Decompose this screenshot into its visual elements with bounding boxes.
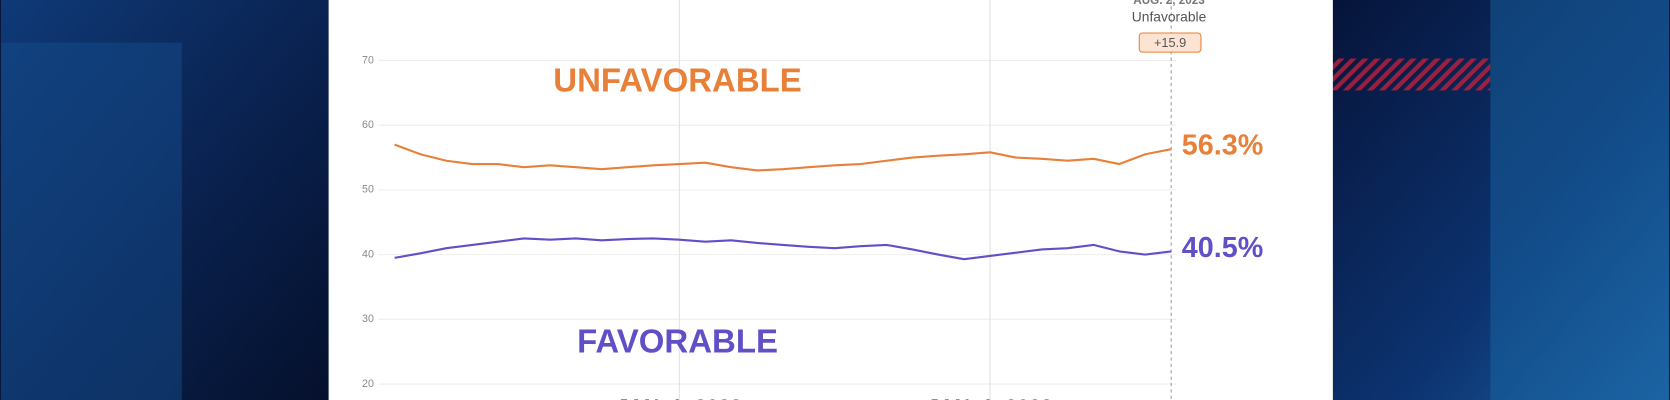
y-tick-label: 50 <box>362 184 374 196</box>
series-line <box>394 143 1172 172</box>
series-name: UNFAVORABLE <box>553 62 802 99</box>
x-tick-label: JAN. 1, 2022 <box>617 395 742 400</box>
series-name: FAVORABLE <box>577 322 778 359</box>
y-tick-label: 80% <box>357 0 379 2</box>
x-tick-label: JAN. 1, 2023 <box>927 395 1052 400</box>
y-tick-label: 40 <box>362 248 374 260</box>
end-value-label: 56.3% <box>1182 130 1263 162</box>
annotation-date: AUG. 2, 2023 <box>1133 0 1205 7</box>
y-tick-label: 60 <box>362 119 374 131</box>
background-panel <box>0 42 182 400</box>
y-tick-label: 30 <box>362 313 374 325</box>
background-screen <box>1490 0 1670 400</box>
end-value-label: 40.5% <box>1182 232 1263 264</box>
spread-label: +15.9 <box>1154 35 1186 50</box>
spread-box <box>1138 32 1202 53</box>
series-line <box>394 237 1172 261</box>
y-tick-label: 20 <box>362 378 374 390</box>
annotation-name: Unfavorable <box>1132 9 1207 25</box>
red-stripe <box>1332 58 1491 91</box>
plot: 20 30 40 50 60 70 80% JAN. 1, 2022 JAN. 1, 2023 5… <box>357 0 1263 400</box>
chart-panel <box>328 0 1333 400</box>
y-tick-label: 70 <box>362 54 374 66</box>
